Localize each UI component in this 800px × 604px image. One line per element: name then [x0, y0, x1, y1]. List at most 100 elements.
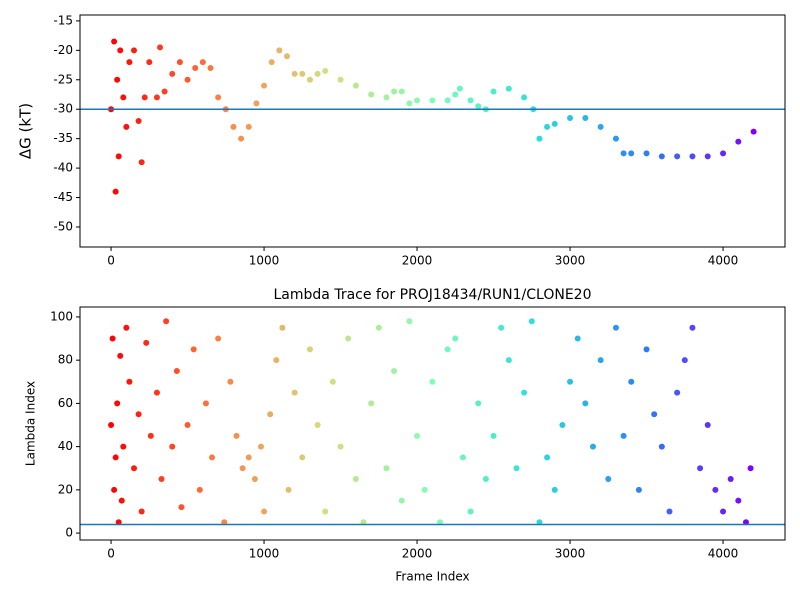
point	[261, 82, 268, 89]
point	[314, 422, 321, 429]
point	[544, 123, 551, 130]
point	[153, 94, 160, 101]
point	[727, 476, 734, 483]
point	[551, 120, 558, 127]
point	[467, 508, 474, 515]
point	[582, 400, 589, 407]
point	[120, 443, 127, 450]
point	[138, 508, 145, 515]
point	[285, 486, 292, 493]
point	[322, 508, 329, 515]
point	[169, 443, 176, 450]
point	[551, 486, 558, 493]
y-tick-label: -50	[53, 219, 73, 233]
point	[202, 400, 209, 407]
point	[306, 346, 313, 353]
point	[337, 76, 344, 83]
x-tick-label: 2000	[402, 547, 433, 561]
point	[291, 70, 298, 77]
point	[712, 486, 719, 493]
y-tick-label: 60	[58, 396, 73, 410]
y-axis-label: ΔG (kT)	[17, 103, 35, 159]
point	[109, 335, 116, 342]
point	[118, 497, 125, 504]
point	[612, 324, 619, 331]
point	[153, 389, 160, 396]
point	[337, 443, 344, 450]
point	[267, 411, 274, 418]
point	[261, 508, 268, 515]
point	[444, 97, 451, 104]
point	[352, 476, 359, 483]
point	[190, 346, 197, 353]
y-axis-label: Lambda Index	[24, 381, 38, 466]
point	[490, 432, 497, 439]
point	[192, 64, 199, 71]
point	[490, 88, 497, 95]
point	[253, 100, 260, 107]
point	[505, 357, 512, 364]
point	[383, 465, 390, 472]
point	[406, 318, 413, 325]
point	[475, 103, 482, 110]
point	[391, 88, 398, 95]
x-tick-label: 4000	[708, 254, 739, 268]
point	[628, 378, 635, 385]
point	[178, 504, 185, 511]
point	[245, 454, 252, 461]
point	[735, 138, 742, 145]
point	[147, 432, 154, 439]
x-tick-label: 0	[107, 547, 115, 561]
point	[720, 508, 727, 515]
x-tick-label: 4000	[708, 547, 739, 561]
point	[643, 346, 650, 353]
y-tick-label: -40	[53, 161, 73, 175]
point	[559, 422, 566, 429]
point	[114, 400, 121, 407]
point	[176, 59, 183, 66]
point	[215, 94, 222, 101]
point	[345, 335, 352, 342]
point	[126, 59, 133, 66]
point	[421, 486, 428, 493]
axes-frame	[79, 306, 786, 541]
point	[368, 400, 375, 407]
point	[245, 123, 252, 130]
y-tick-label: 0	[65, 526, 73, 540]
y-tick-label: 40	[58, 439, 73, 453]
point	[612, 135, 619, 142]
point	[230, 123, 237, 130]
x-axis-label: Frame Index	[395, 570, 469, 584]
point	[544, 454, 551, 461]
point	[141, 94, 148, 101]
point	[414, 97, 421, 104]
point	[536, 135, 543, 142]
axes-frame	[79, 14, 786, 248]
point	[184, 422, 191, 429]
point	[314, 70, 321, 77]
point	[126, 378, 133, 385]
point	[666, 508, 673, 515]
chart-title: Lambda Trace for PROJ18434/RUN1/CLONE20	[274, 287, 592, 303]
point	[238, 135, 245, 142]
point	[276, 47, 283, 54]
point	[375, 324, 382, 331]
point	[720, 150, 727, 157]
point	[114, 76, 121, 83]
point	[138, 159, 145, 166]
point	[651, 411, 658, 418]
point	[322, 67, 329, 74]
point	[135, 411, 142, 418]
point	[299, 70, 306, 77]
y-tick-label: -30	[53, 102, 73, 116]
point	[146, 59, 153, 66]
point	[521, 389, 528, 396]
point	[329, 378, 336, 385]
point	[697, 465, 704, 472]
point	[173, 367, 180, 374]
point	[620, 150, 627, 157]
point	[750, 128, 757, 135]
point	[689, 324, 696, 331]
point	[704, 153, 711, 160]
